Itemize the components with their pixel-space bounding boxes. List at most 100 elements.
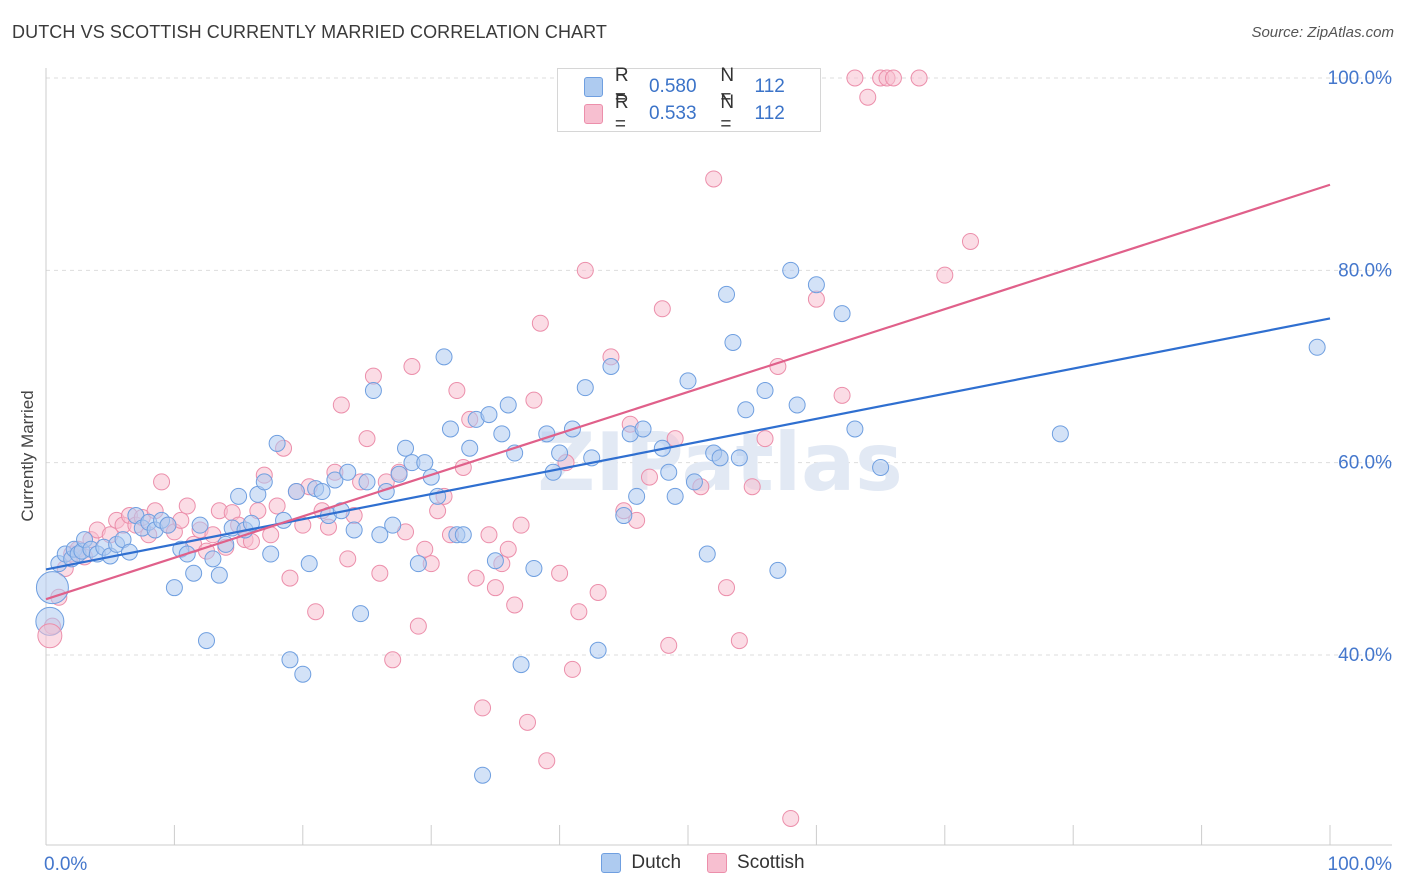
x-tick-label: 100.0% xyxy=(1328,854,1393,875)
scottish-point xyxy=(499,540,517,558)
scottish-point xyxy=(859,88,877,106)
dutch-point xyxy=(242,514,260,532)
n-value: 112 xyxy=(754,103,785,124)
scottish-point xyxy=(409,617,427,635)
scottish-point xyxy=(525,391,543,409)
dutch-point xyxy=(435,348,453,366)
scottish-point xyxy=(807,290,825,308)
scottish-point xyxy=(281,569,299,587)
scottish-point xyxy=(756,430,774,448)
dutch-point xyxy=(724,333,742,351)
dutch-point xyxy=(281,651,299,669)
scottish-point xyxy=(384,651,402,669)
dutch-point xyxy=(287,483,305,501)
dutch-point xyxy=(807,276,825,294)
dutch-point xyxy=(782,261,800,279)
scottish-point xyxy=(506,596,524,614)
dutch-point xyxy=(474,766,492,784)
grid-lines xyxy=(46,77,1392,656)
dutch-point xyxy=(326,471,344,489)
scottish-point xyxy=(512,516,530,534)
legend-item-dutch[interactable]: Dutch xyxy=(601,852,681,874)
dutch-point xyxy=(371,526,389,544)
scottish-point xyxy=(640,468,658,486)
scottish-point xyxy=(846,69,864,87)
axes xyxy=(45,68,1392,846)
scottish-point xyxy=(884,69,902,87)
legend-item-scottish[interactable]: Scottish xyxy=(707,852,805,874)
dutch-point xyxy=(159,516,177,534)
dutch-point xyxy=(730,449,748,467)
dutch-point xyxy=(441,420,459,438)
dutch-point xyxy=(416,454,434,472)
dutch-point xyxy=(499,396,517,414)
dutch-point xyxy=(589,641,607,659)
dutch-point xyxy=(230,487,248,505)
trend-lines xyxy=(45,183,1331,601)
scottish-point xyxy=(519,713,536,731)
scottish-point xyxy=(467,569,485,587)
dutch-point xyxy=(165,579,183,597)
dutch-swatch xyxy=(584,77,603,97)
series-legend: Dutch Scottish xyxy=(0,852,1406,874)
r-value: 0.580 xyxy=(648,76,697,97)
scottish-point xyxy=(358,430,376,448)
source-label: Source: ZipAtlas.com xyxy=(1251,24,1394,41)
scottish-point xyxy=(474,699,492,717)
dutch-point xyxy=(788,396,806,414)
dutch-point xyxy=(685,473,703,491)
scottish-point xyxy=(448,382,466,400)
x-tick-label: 0.0% xyxy=(44,854,87,875)
legend-label-dutch: Dutch xyxy=(631,852,682,873)
dutch-point xyxy=(698,545,716,563)
dutch-point xyxy=(493,425,511,443)
dutch-point xyxy=(461,439,479,457)
scottish-point xyxy=(718,579,736,597)
dutch-point xyxy=(352,605,370,623)
scottish-point xyxy=(833,386,851,404)
dutch-trend-line xyxy=(45,317,1331,571)
y-tick-label: 40.0% xyxy=(1338,645,1392,666)
dutch-point xyxy=(660,463,678,481)
dutch-point xyxy=(255,473,273,491)
dutch-point xyxy=(397,439,415,457)
dutch-point xyxy=(615,507,633,525)
y-tick-label: 60.0% xyxy=(1338,453,1392,474)
dutch-point xyxy=(345,521,363,539)
dutch-point xyxy=(300,555,318,573)
dutch-point xyxy=(628,487,646,505)
scottish-point xyxy=(782,809,800,827)
dutch-point xyxy=(512,656,530,674)
dutch-point xyxy=(268,434,286,452)
dutch-point xyxy=(358,473,376,491)
dutch-point xyxy=(198,632,215,650)
scottish-point xyxy=(961,232,979,250)
r-label: R = xyxy=(614,65,629,108)
dutch-point xyxy=(679,372,697,390)
scottish-trend-line xyxy=(45,183,1331,601)
scottish-point xyxy=(37,623,63,649)
dutch-point xyxy=(1051,425,1069,443)
scottish-point xyxy=(743,478,761,496)
scottish-point xyxy=(563,660,581,678)
r-value: 0.533 xyxy=(648,103,697,124)
dutch-point xyxy=(634,420,652,438)
dutch-point xyxy=(525,559,543,577)
dutch-point xyxy=(210,566,228,584)
scottish-point xyxy=(730,632,748,650)
dutch-point xyxy=(35,571,69,605)
legend-row-dutch: R = 0.580 N = 112 xyxy=(584,65,820,108)
r-label: R = xyxy=(614,92,629,135)
scottish-point xyxy=(570,603,588,621)
scottish-swatch xyxy=(707,853,728,873)
scottish-point xyxy=(364,367,382,385)
dutch-point xyxy=(409,555,427,573)
scottish-point xyxy=(371,564,389,582)
dutch-point xyxy=(454,526,472,544)
dutch-point xyxy=(872,458,890,476)
scottish-point xyxy=(936,266,954,284)
scottish-point xyxy=(178,497,196,515)
scottish-point xyxy=(531,314,549,332)
points-layer xyxy=(35,69,1326,827)
